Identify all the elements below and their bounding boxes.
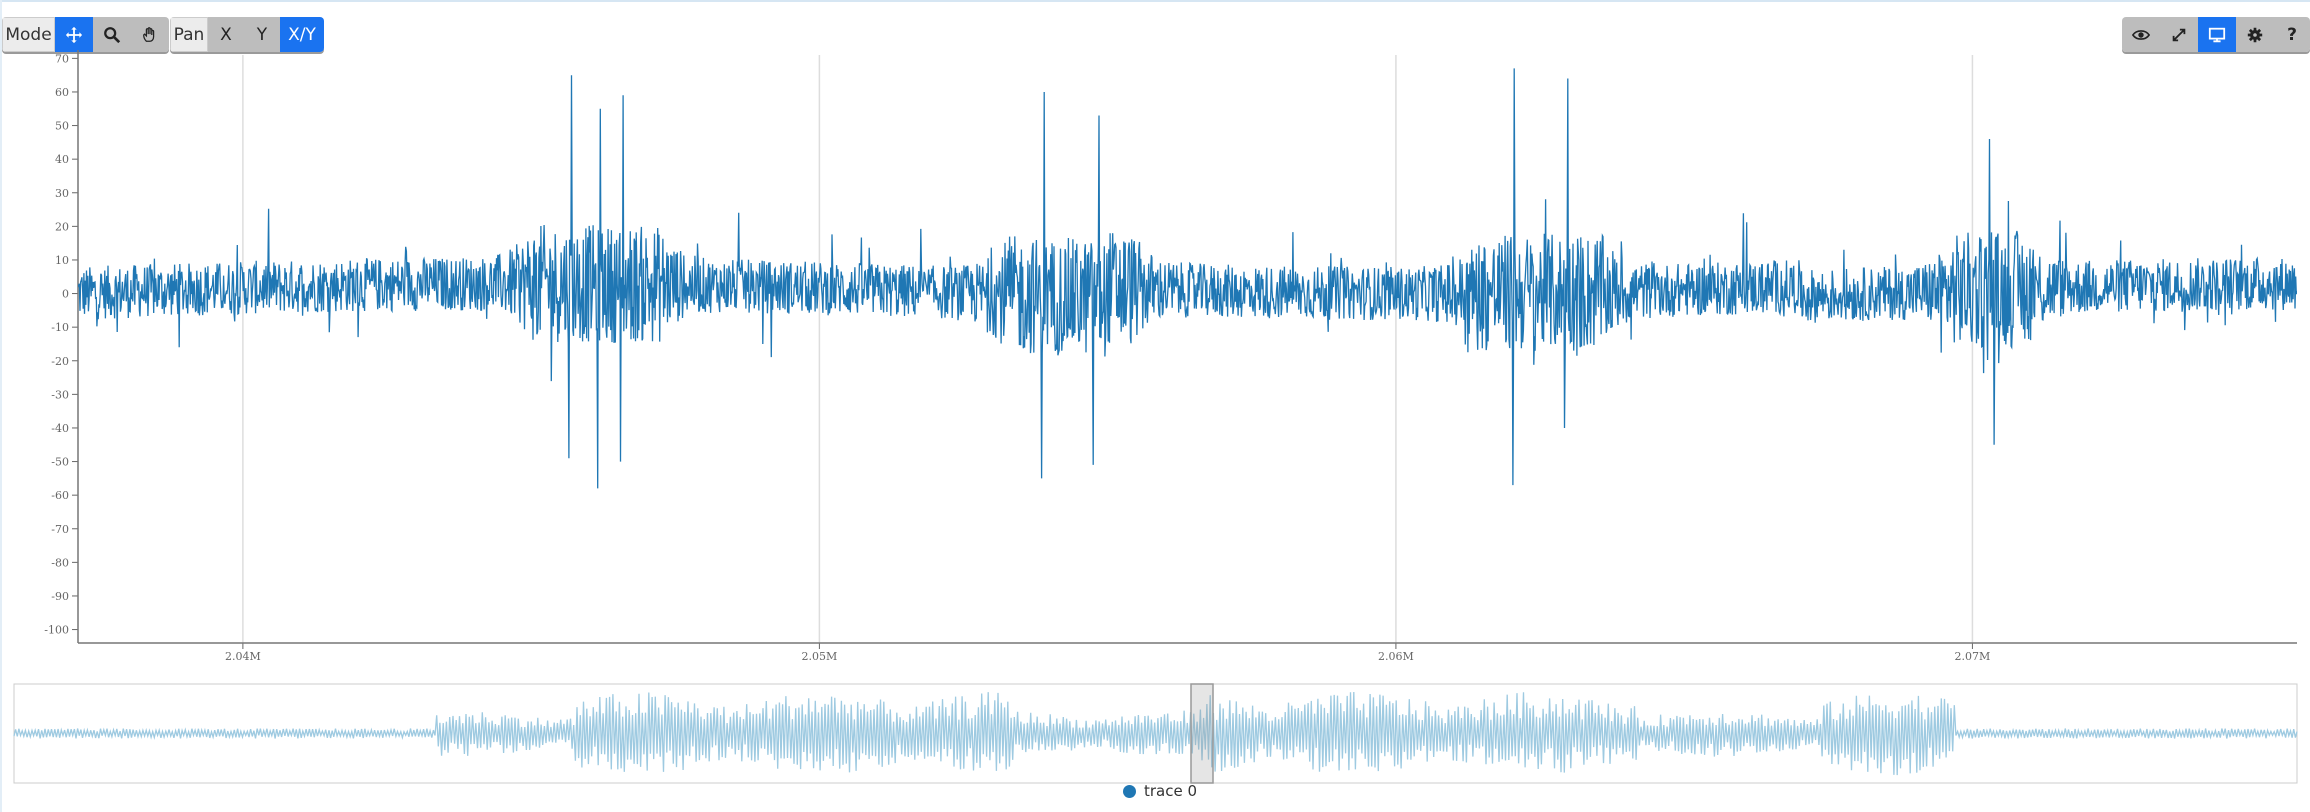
y-tick-label: 40 — [55, 153, 69, 166]
pan-label: Pan — [170, 17, 208, 52]
gear-icon — [2247, 27, 2263, 42]
y-tick-label: -30 — [51, 388, 69, 401]
visibility-button[interactable] — [2122, 17, 2160, 52]
y-tick-label: 50 — [55, 120, 69, 133]
hand-icon — [143, 26, 155, 42]
y-tick-label: -90 — [51, 590, 69, 603]
y-tick-label: -70 — [51, 523, 69, 536]
y-tick-label: 60 — [55, 86, 69, 99]
y-tick-label: -60 — [51, 489, 69, 502]
zoom-icon — [104, 26, 121, 43]
view-toolbar: ? — [2122, 17, 2310, 52]
help-icon: ? — [2287, 24, 2297, 45]
monitor-icon — [2208, 27, 2226, 42]
legend-marker-trace-0 — [1123, 784, 1136, 798]
pan-xy-button[interactable]: X/Y — [280, 17, 324, 52]
eye-icon — [2132, 29, 2150, 40]
move-mode-button[interactable] — [55, 17, 93, 52]
mode-label: Mode — [2, 17, 55, 52]
legend-label-trace-0: trace 0 — [1144, 782, 1198, 800]
y-tick-label: 70 — [55, 52, 69, 65]
settings-button[interactable] — [2236, 17, 2274, 52]
x-tick-label: 2.07M — [1955, 650, 1991, 663]
x-tick-label: 2.04M — [225, 650, 261, 663]
move-icon — [65, 26, 83, 43]
legend[interactable]: trace 0 — [1123, 782, 1197, 800]
y-tick-label: -20 — [51, 355, 69, 368]
trace-0-line — [78, 68, 2297, 489]
fit-button[interactable] — [2160, 17, 2198, 52]
y-tick-label: -100 — [44, 624, 69, 637]
y-tick-label: 0 — [62, 288, 69, 301]
pan-x-button[interactable]: X — [208, 17, 244, 52]
y-tick-label: -40 — [51, 422, 69, 435]
y-tick-label: 10 — [55, 254, 69, 267]
zoom-mode-button[interactable] — [93, 17, 131, 52]
navigator-window[interactable] — [1190, 683, 1214, 784]
pan-toolbar: Pan X Y X/Y — [170, 17, 324, 52]
y-tick-label: -10 — [51, 321, 69, 334]
y-tick-label: -80 — [51, 556, 69, 569]
mode-toolbar: Mode — [2, 17, 169, 52]
y-tick-label: 30 — [55, 187, 69, 200]
navigator-trace — [13, 691, 2298, 776]
display-button[interactable] — [2198, 17, 2236, 52]
x-tick-label: 2.06M — [1378, 650, 1414, 663]
x-tick-label: 2.05M — [802, 650, 838, 663]
y-tick-label: 20 — [55, 220, 69, 233]
hand-mode-button[interactable] — [131, 17, 169, 52]
pan-y-button[interactable]: Y — [244, 17, 280, 52]
window-left-border — [0, 0, 2, 812]
expand-icon — [2172, 28, 2186, 41]
y-tick-label: -50 — [51, 456, 69, 469]
help-button[interactable]: ? — [2274, 17, 2310, 52]
window-top-border — [0, 0, 2310, 2]
